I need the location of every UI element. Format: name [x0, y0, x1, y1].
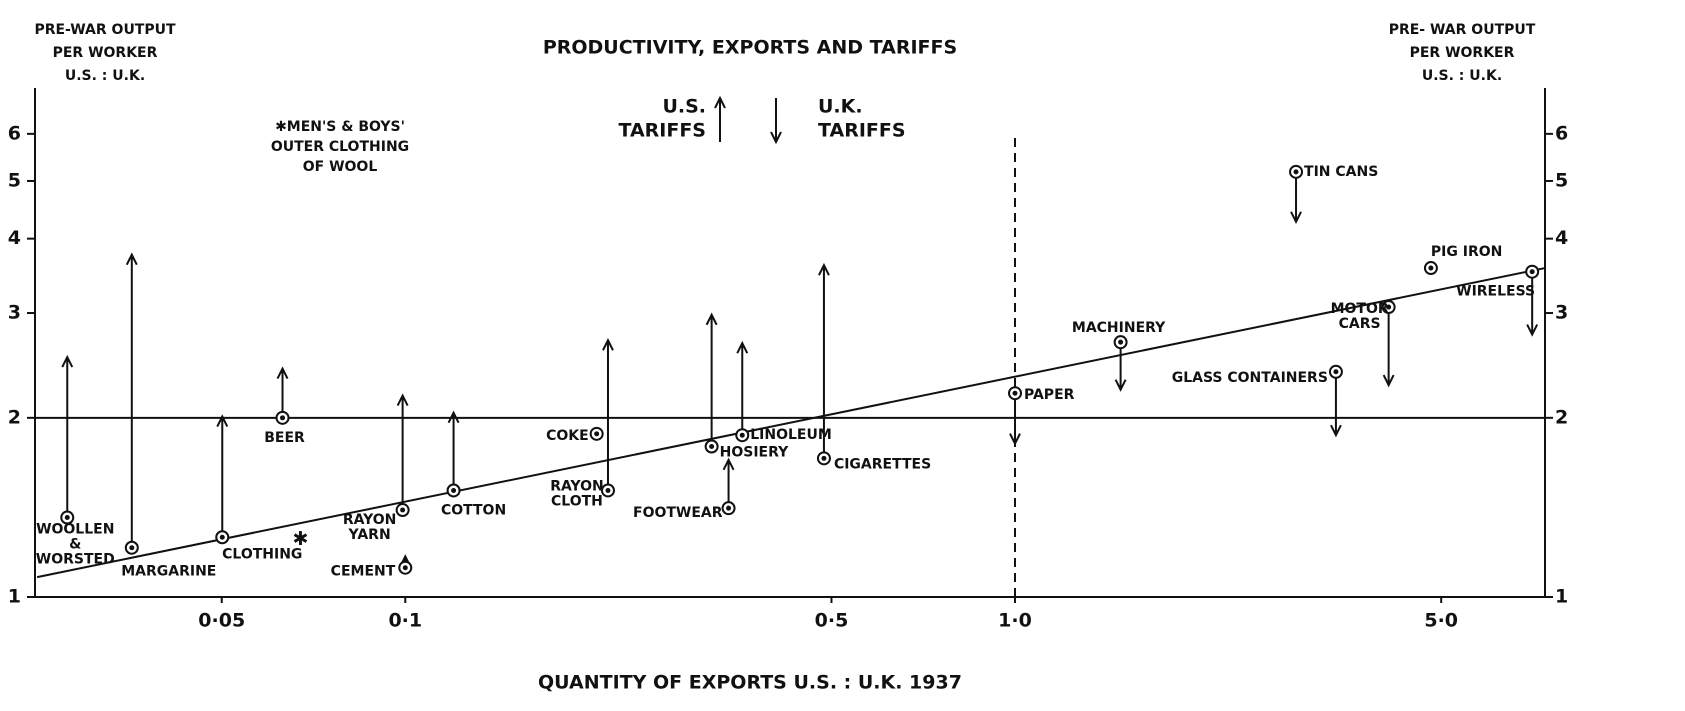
- point-label: MACHINERY: [1072, 320, 1166, 336]
- point-label: HOSIERY: [720, 445, 789, 461]
- tariff-arrow: [1290, 177, 1302, 225]
- y-axis-label: PRE-WAR OUTPUT: [34, 22, 176, 38]
- data-point-center: [400, 507, 406, 513]
- tariff-arrow: [1114, 348, 1127, 392]
- tariff-arrow: [602, 338, 614, 485]
- point-label: CARS: [1339, 316, 1381, 332]
- data-point-center: [1118, 339, 1124, 345]
- point-label: RAYON: [550, 478, 604, 494]
- y-tick-label: 4: [1555, 227, 1568, 249]
- data-point-center: [726, 505, 732, 511]
- point-label: CEMENT: [331, 564, 396, 580]
- y-tick-label: 2: [1555, 406, 1568, 428]
- data-point-center: [1012, 390, 1018, 396]
- data-point-center: [280, 415, 286, 421]
- data-point-center: [402, 565, 408, 571]
- y-axis-label: PRE- WAR OUTPUT: [1389, 22, 1536, 38]
- tariff-arrow: [1009, 399, 1021, 446]
- note: ✱MEN'S & BOYS': [275, 119, 405, 135]
- tariff-arrow: [1330, 377, 1342, 438]
- data-point-center: [1428, 265, 1434, 271]
- x-tick-label: 0·05: [198, 610, 245, 632]
- data-point-center: [1293, 169, 1299, 175]
- y-tick-label: 5: [1555, 169, 1568, 191]
- point-label: WIRELESS: [1456, 284, 1535, 300]
- data-point-center: [219, 534, 225, 540]
- point-label: RAYON: [343, 512, 397, 528]
- y-axis-label: PER WORKER: [53, 45, 158, 61]
- y-tick-label: 5: [8, 169, 21, 191]
- legend-label: U.K.: [818, 96, 863, 118]
- tariff-arrow: [1526, 277, 1539, 337]
- point-label: MARGARINE: [121, 564, 216, 580]
- tariff-arrow: [705, 312, 718, 441]
- y-tick-label: 4: [8, 227, 21, 249]
- data-point-center: [451, 487, 457, 493]
- legend-label: TARIFFS: [618, 120, 706, 142]
- legend-label: TARIFFS: [818, 120, 906, 142]
- point-label: YARN: [348, 527, 391, 543]
- note: OUTER CLOTHING: [271, 139, 409, 155]
- legend-arrow-up: [714, 95, 726, 142]
- point-label: CLOTHING: [222, 546, 302, 562]
- point-label: MOTOR: [1331, 301, 1389, 317]
- data-point-center: [1386, 304, 1392, 310]
- tariff-arrow: [447, 410, 460, 485]
- x-axis-label: QUANTITY OF EXPORTS U.S. : U.K. 1937: [538, 672, 962, 694]
- tariff-arrow: [722, 457, 735, 503]
- data-point-center: [1529, 269, 1535, 275]
- point-label: WORSTED: [36, 552, 115, 568]
- data-point-center: [709, 444, 715, 450]
- point-label: TIN CANS: [1304, 164, 1378, 180]
- y-tick-label: 6: [1555, 122, 1568, 144]
- point-label: PIG IRON: [1431, 244, 1502, 260]
- data-point-center: [129, 545, 135, 551]
- x-tick-label: 0·5: [815, 610, 849, 632]
- x-tick-label: 1·0: [998, 610, 1032, 632]
- tariff-arrow: [818, 262, 830, 453]
- point-label: CIGARETTES: [834, 456, 931, 472]
- point-label: COKE: [546, 428, 589, 444]
- data-point-center: [739, 432, 745, 438]
- point-label: WOOLLEN: [36, 522, 114, 538]
- tariff-arrow: [396, 393, 409, 505]
- note: OF WOOL: [303, 159, 378, 175]
- y-axis-label: U.S. : U.K.: [65, 68, 145, 84]
- y-tick-label: 6: [8, 122, 21, 144]
- tariff-arrow: [1382, 313, 1395, 388]
- chart-title: PRODUCTIVITY, EXPORTS AND TARIFFS: [543, 37, 957, 59]
- tariff-arrow: [61, 354, 74, 512]
- point-label: PAPER: [1024, 387, 1075, 403]
- data-point-center: [594, 431, 600, 437]
- point-label: COTTON: [441, 502, 506, 518]
- point-label: GLASS CONTAINERS: [1172, 370, 1328, 386]
- legend-arrow-down: [770, 98, 782, 145]
- point-label: &: [69, 537, 81, 553]
- x-tick-label: 5·0: [1424, 610, 1458, 632]
- y-tick-label: 3: [1555, 302, 1568, 324]
- data-point-center: [64, 515, 70, 521]
- y-axis-label: U.S. : U.K.: [1422, 68, 1502, 84]
- y-tick-label: 1: [1555, 586, 1568, 608]
- data-point-center: [605, 487, 611, 493]
- legend-label: U.S.: [662, 96, 706, 118]
- data-point-center: [1333, 369, 1339, 375]
- tariff-arrow: [276, 366, 289, 412]
- x-tick-label: 0·1: [388, 610, 422, 632]
- data-point-center: [821, 455, 827, 461]
- point-label: BEER: [264, 430, 305, 446]
- y-tick-label: 2: [8, 406, 21, 428]
- note-point: ✱: [292, 528, 308, 550]
- y-tick-label: 1: [8, 586, 21, 608]
- tariff-arrow: [736, 340, 749, 430]
- y-tick-label: 3: [8, 302, 21, 324]
- point-label: FOOTWEAR: [633, 505, 723, 521]
- tariff-arrow: [125, 252, 138, 542]
- point-label: CLOTH: [551, 493, 603, 509]
- tariff-arrow: [216, 414, 229, 532]
- trend-line: [36, 267, 1546, 579]
- point-label: LINOLEUM: [750, 427, 832, 443]
- y-axis-label: PER WORKER: [1410, 45, 1515, 61]
